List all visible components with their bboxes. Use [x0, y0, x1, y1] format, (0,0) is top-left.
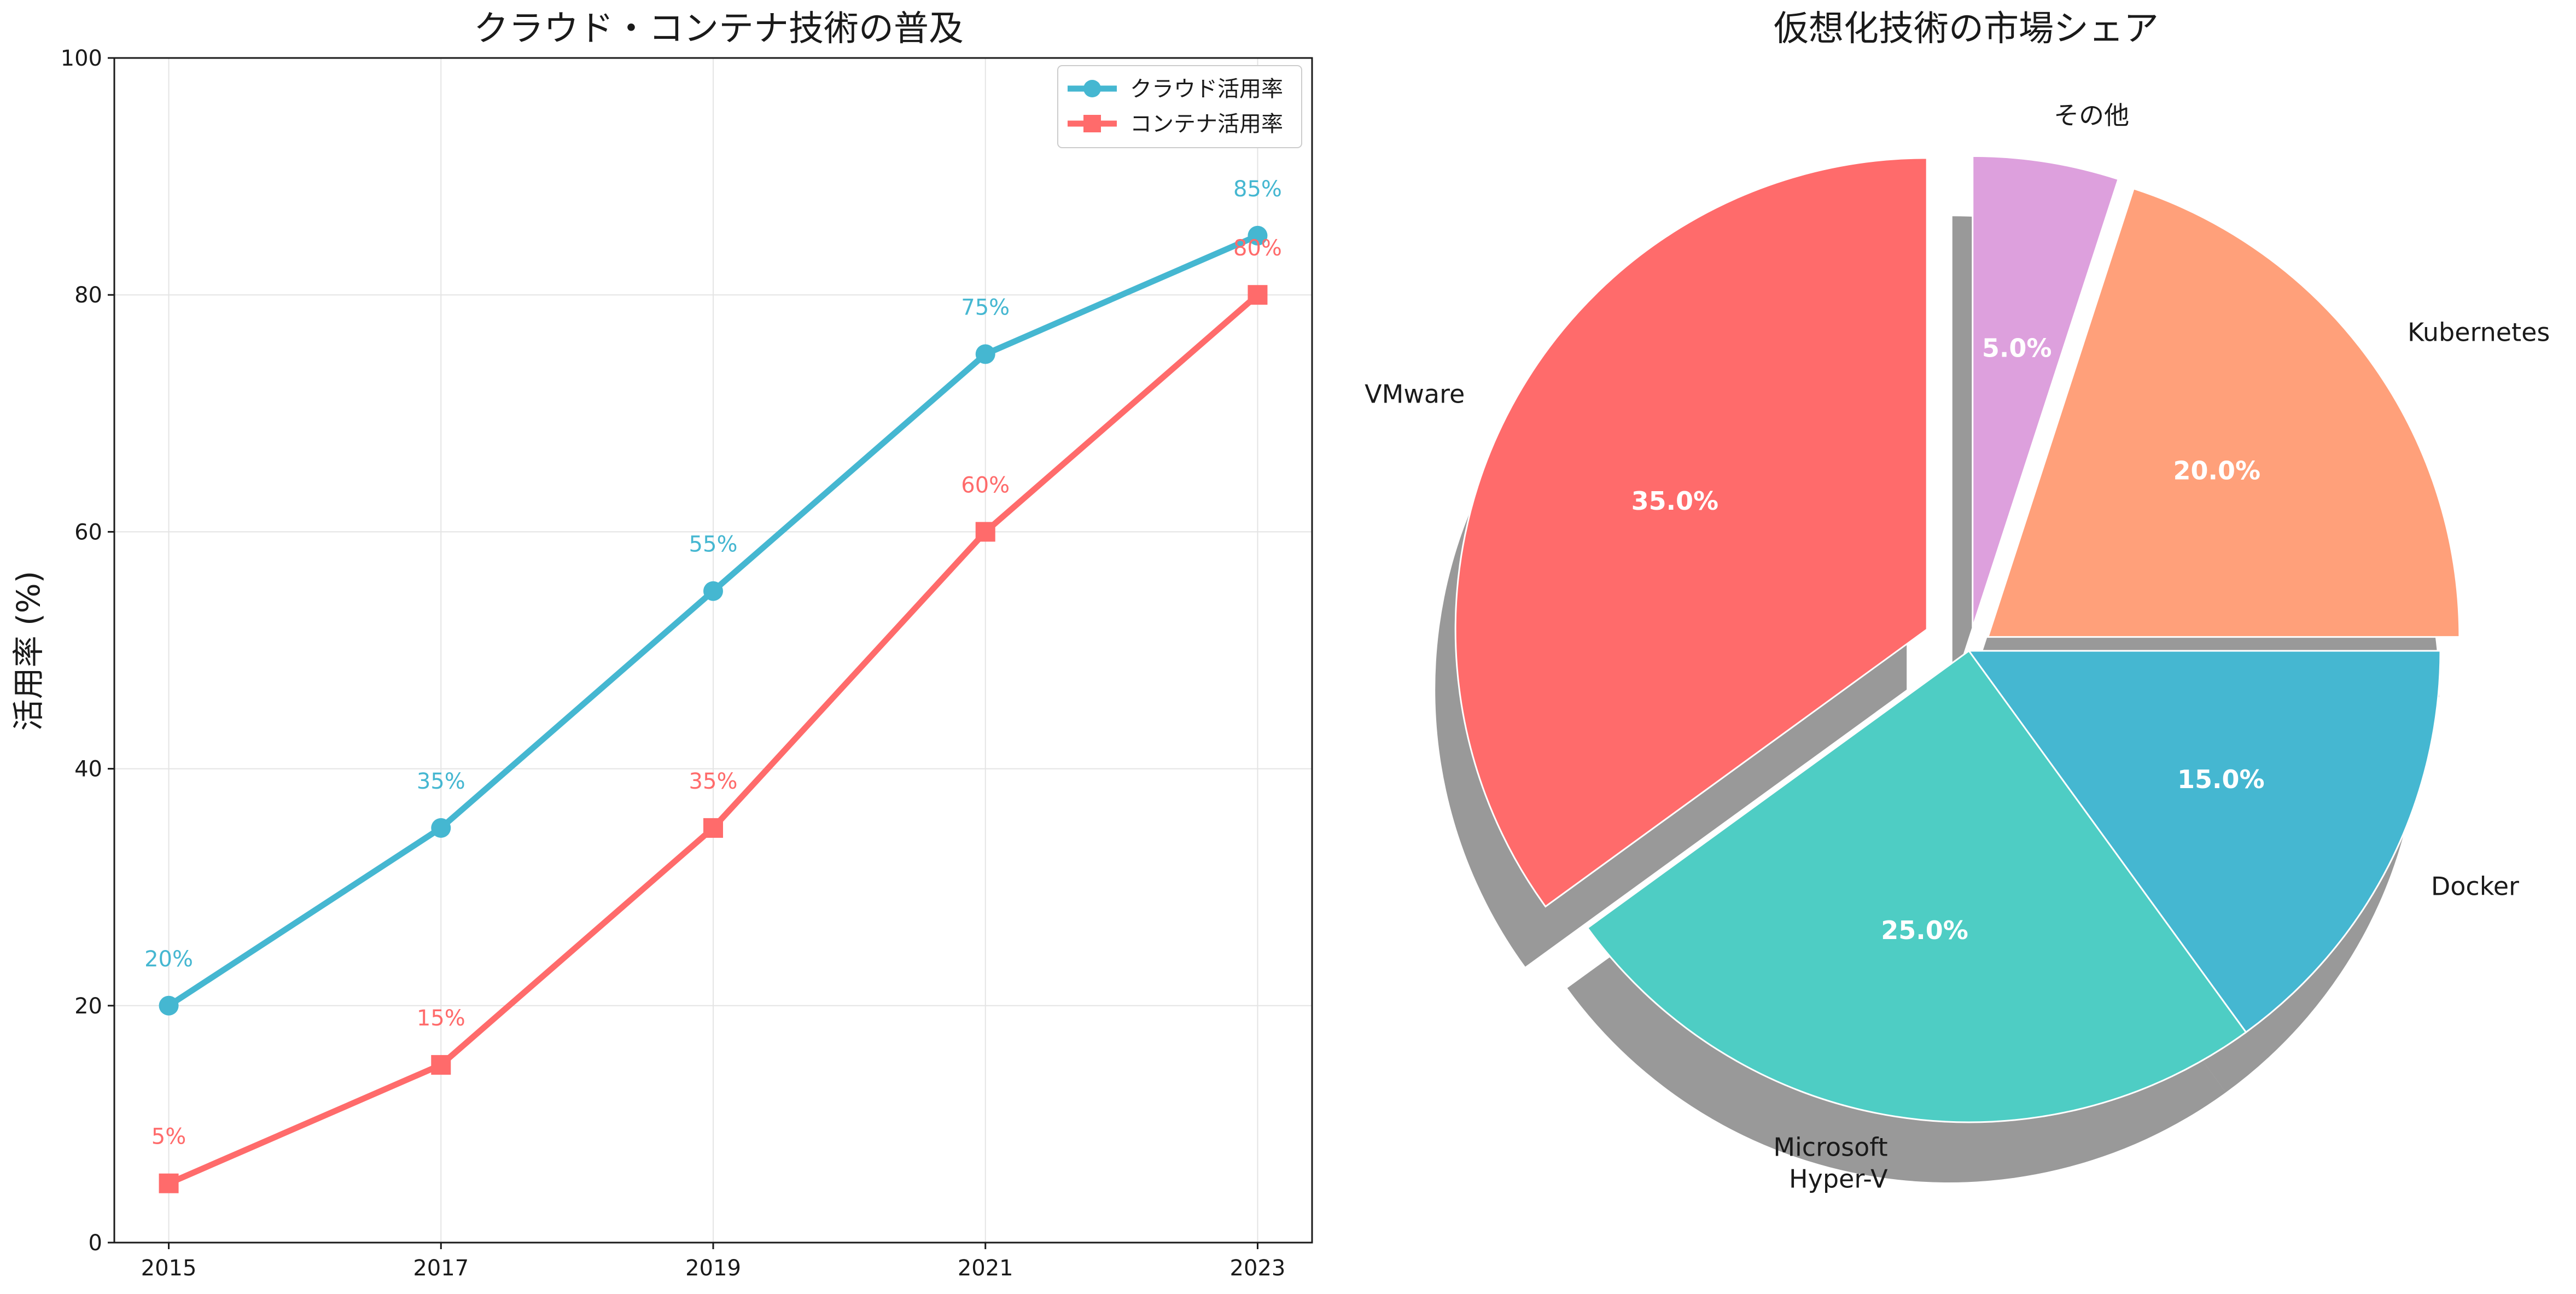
y-tick-label-20: 20 [74, 994, 102, 1019]
point-container-2017 [431, 1055, 451, 1075]
y-axis-ticks: 0 20 40 60 80 100 [61, 46, 114, 1256]
legend-label-cloud: クラウド活用率 [1130, 77, 1283, 102]
y-axis-label: 活用率 (%) [10, 571, 47, 731]
data-label-cloud-2021: 75% [961, 295, 1010, 320]
pie-wedges [1454, 155, 2461, 1123]
pct-label-docker: 15.0% [2177, 765, 2265, 794]
x-tick-label-2019: 2019 [685, 1256, 741, 1281]
category-label-docker: Docker [2431, 871, 2519, 901]
y-tick-label-100: 100 [61, 46, 102, 71]
legend: クラウド活用率 コンテナ活用率 [1057, 65, 1302, 148]
category-label-microsoft: Microsoft Hyper-V [1773, 1133, 1888, 1194]
point-container-2021 [975, 522, 995, 542]
x-tick-label-2023: 2023 [1230, 1256, 1286, 1281]
point-cloud-2019 [703, 581, 723, 601]
data-label-container-2015: 5% [151, 1124, 186, 1150]
slice-vmware [1454, 157, 1928, 908]
data-label-cloud-2023: 85% [1233, 177, 1282, 202]
data-label-cloud-2015: 20% [144, 947, 193, 972]
legend-label-container: コンテナ活用率 [1130, 112, 1283, 137]
point-container-2023 [1248, 285, 1268, 305]
pct-label-kubernetes: 20.0% [2173, 456, 2260, 486]
x-tick-label-2017: 2017 [413, 1256, 469, 1281]
data-label-container-2019: 35% [689, 769, 738, 794]
y-tick-label-0: 0 [89, 1231, 102, 1256]
data-label-cloud-2017: 35% [417, 769, 465, 794]
legend-marker-container [1083, 115, 1101, 132]
category-label-kubernetes: Kubernetes [2408, 317, 2550, 347]
y-tick-label-60: 60 [74, 520, 102, 545]
point-container-2015 [159, 1173, 179, 1193]
pie-chart: 仮想化技術の市場シェア 35.0% VMware 25.0% Microsoft Hyp… [1365, 9, 2550, 1194]
point-container-2019 [703, 818, 723, 838]
slice-その他 [1972, 155, 2120, 628]
pct-label-その他: 5.0% [1982, 334, 2052, 363]
point-cloud-2021 [975, 344, 995, 364]
x-tick-label-2021: 2021 [958, 1256, 1013, 1281]
legend-box [1057, 65, 1302, 148]
point-cloud-2023 [1248, 225, 1268, 246]
line-chart-series: 20% 35% 55% 75% 85% 5% 15% 35% 60% 80% [144, 177, 1282, 1193]
data-label-cloud-2019: 55% [689, 532, 738, 557]
pct-label-vmware: 35.0% [1631, 486, 1719, 516]
x-tick-label-2015: 2015 [141, 1256, 197, 1281]
plot-frame [113, 57, 1313, 1244]
slice-microsoft [1586, 649, 2247, 1123]
x-axis-ticks: 2015 2017 2019 2021 2023 [141, 1243, 1286, 1281]
pie-chart-title: 仮想化技術の市場シェア [1774, 9, 2159, 49]
point-cloud-2017 [431, 818, 451, 838]
y-tick-label-40: 40 [74, 757, 102, 782]
point-cloud-2015 [159, 995, 179, 1016]
data-label-container-2021: 60% [961, 473, 1010, 498]
line-chart-title: クラウド・コンテナ技術の普及 [474, 9, 964, 49]
data-label-container-2023: 80% [1233, 236, 1282, 261]
data-label-container-2017: 15% [417, 1006, 465, 1031]
line-chart: クラウド・コンテナ技術の普及 0 20 40 60 80 100 2015 2017 2019… [10, 9, 1313, 1281]
y-tick-label-80: 80 [74, 283, 102, 308]
pct-label-microsoft: 25.0% [1881, 916, 1968, 945]
slice-docker [1967, 650, 2441, 1034]
pie-labels: 35.0% VMware 25.0% Microsoft Hyper-V 15.0% Doc… [1365, 101, 2550, 1194]
category-label-その他: その他 [2054, 101, 2129, 130]
category-label-vmware: VMware [1365, 379, 1465, 409]
legend-marker-cloud [1083, 80, 1101, 97]
slice-kubernetes [1986, 187, 2461, 638]
